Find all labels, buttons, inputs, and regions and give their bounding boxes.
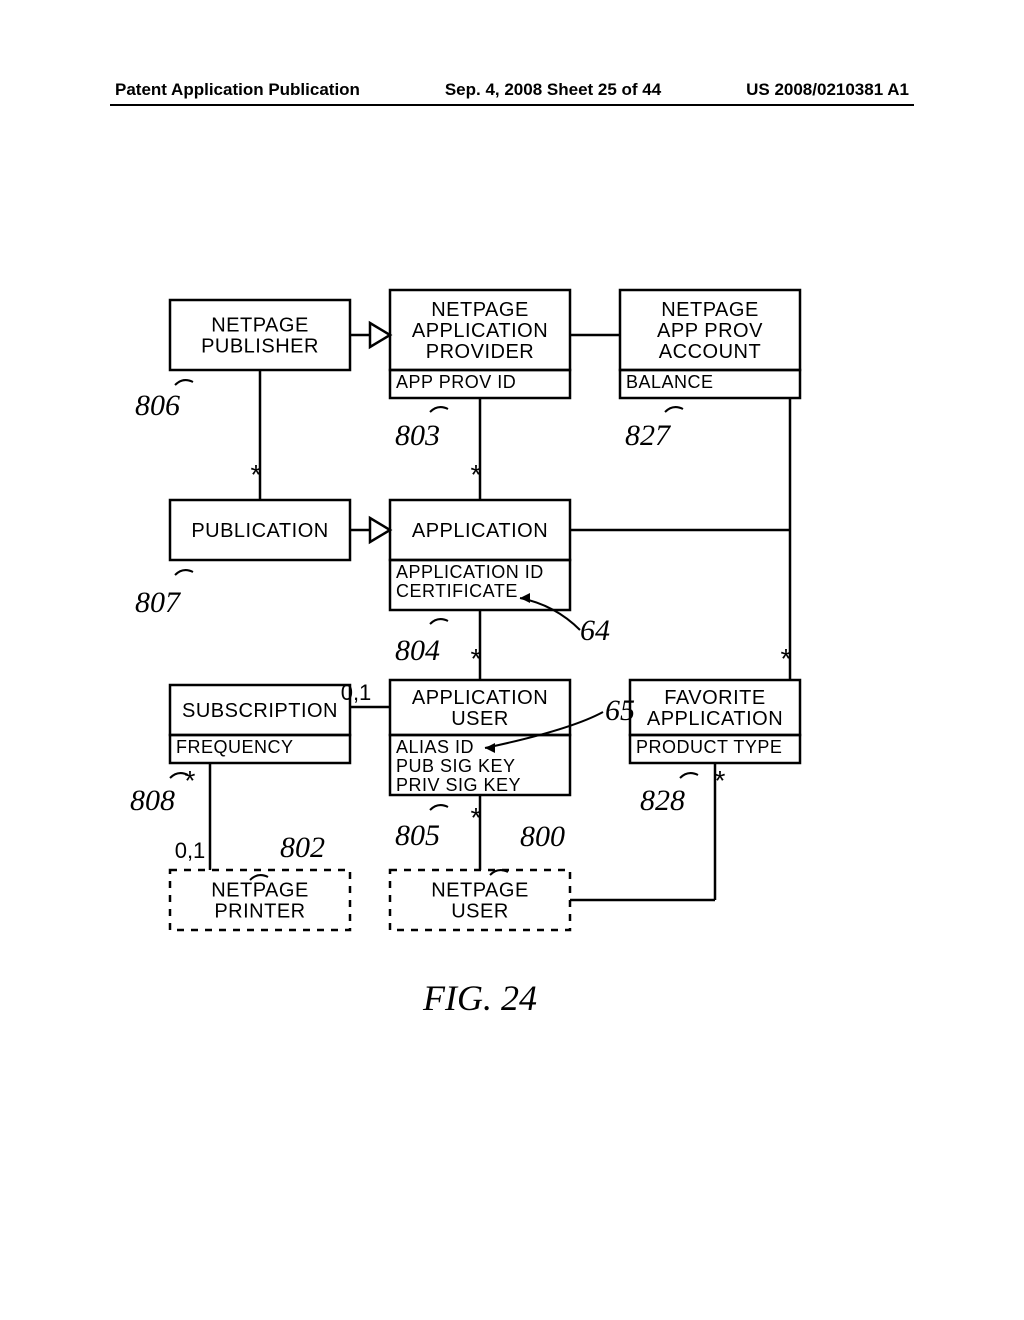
svg-text:APPLICATION: APPLICATION xyxy=(647,708,783,730)
svg-text:808: 808 xyxy=(130,784,175,817)
svg-text:FAVORITE: FAVORITE xyxy=(664,687,765,709)
svg-text:NETPAGE: NETPAGE xyxy=(431,299,529,321)
svg-text:SUBSCRIPTION: SUBSCRIPTION xyxy=(182,700,338,722)
svg-text:NETPAGE: NETPAGE xyxy=(211,880,309,902)
svg-text:APPLICATION: APPLICATION xyxy=(412,520,548,542)
svg-text:NETPAGE: NETPAGE xyxy=(211,315,309,337)
svg-text:805: 805 xyxy=(395,819,440,852)
svg-text:ALIAS ID: ALIAS ID xyxy=(396,737,474,757)
svg-text:PROVIDER: PROVIDER xyxy=(426,341,534,363)
svg-text:803: 803 xyxy=(395,419,440,452)
svg-text:FREQUENCY: FREQUENCY xyxy=(176,737,294,757)
svg-text:CERTIFICATE: CERTIFICATE xyxy=(396,581,518,601)
svg-text:*: * xyxy=(185,765,196,796)
svg-text:828: 828 xyxy=(640,784,685,817)
svg-text:APPLICATION: APPLICATION xyxy=(412,320,548,342)
svg-text:NETPAGE: NETPAGE xyxy=(431,880,529,902)
svg-text:PRIV SIG KEY: PRIV SIG KEY xyxy=(396,775,521,795)
svg-text:65: 65 xyxy=(605,694,635,727)
svg-text:NETPAGE: NETPAGE xyxy=(661,299,759,321)
svg-text:USER: USER xyxy=(451,901,509,923)
svg-text:BALANCE: BALANCE xyxy=(626,372,714,392)
svg-text:*: * xyxy=(471,802,482,833)
svg-text:APPLICATION ID: APPLICATION ID xyxy=(396,562,544,582)
svg-text:*: * xyxy=(715,765,726,796)
svg-text:APP PROV ID: APP PROV ID xyxy=(396,372,516,392)
uml-diagram: NETPAGEPUBLISHERNETPAGEAPPLICATIONPROVID… xyxy=(0,0,1024,1320)
svg-text:PRINTER: PRINTER xyxy=(214,901,305,923)
svg-text:ACCOUNT: ACCOUNT xyxy=(659,341,761,363)
svg-text:*: * xyxy=(251,459,262,490)
svg-text:PRODUCT TYPE: PRODUCT TYPE xyxy=(636,737,782,757)
svg-text:APPLICATION: APPLICATION xyxy=(412,687,548,709)
svg-text:807: 807 xyxy=(135,586,182,619)
svg-text:PUBLICATION: PUBLICATION xyxy=(191,520,328,542)
svg-text:PUBLISHER: PUBLISHER xyxy=(201,336,319,358)
svg-text:*: * xyxy=(471,459,482,490)
svg-text:827: 827 xyxy=(625,419,672,452)
svg-text:64: 64 xyxy=(580,614,610,647)
svg-text:FIG. 24: FIG. 24 xyxy=(422,978,537,1018)
svg-text:802: 802 xyxy=(280,831,325,864)
svg-text:USER: USER xyxy=(451,708,509,730)
svg-text:*: * xyxy=(471,643,482,674)
svg-text:800: 800 xyxy=(520,820,565,853)
svg-text:806: 806 xyxy=(135,389,180,422)
svg-text:0,1: 0,1 xyxy=(341,680,372,705)
svg-text:804: 804 xyxy=(395,634,440,667)
svg-text:PUB SIG KEY: PUB SIG KEY xyxy=(396,756,516,776)
svg-text:*: * xyxy=(781,643,792,674)
svg-text:0,1: 0,1 xyxy=(175,838,206,863)
svg-text:APP PROV: APP PROV xyxy=(657,320,763,342)
